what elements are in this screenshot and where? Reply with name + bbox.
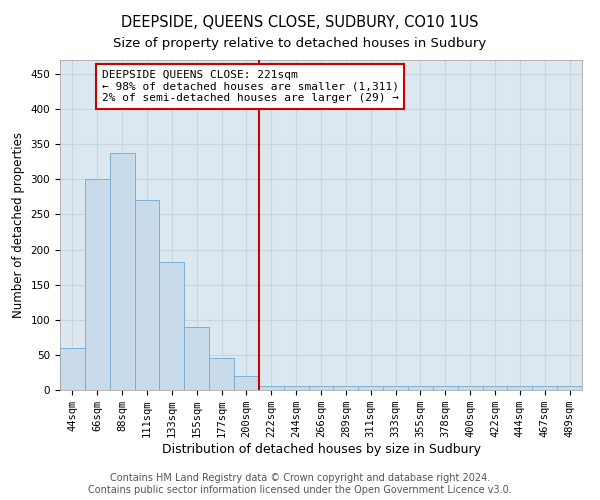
Text: DEEPSIDE, QUEENS CLOSE, SUDBURY, CO10 1US: DEEPSIDE, QUEENS CLOSE, SUDBURY, CO10 1U…	[121, 15, 479, 30]
Bar	[458, 386, 482, 390]
Bar	[234, 376, 259, 390]
Bar	[557, 386, 582, 390]
Bar	[284, 386, 308, 390]
Text: DEEPSIDE QUEENS CLOSE: 221sqm
← 98% of detached houses are smaller (1,311)
2% of: DEEPSIDE QUEENS CLOSE: 221sqm ← 98% of d…	[102, 70, 399, 103]
Bar	[209, 358, 234, 390]
Bar	[383, 386, 408, 390]
Bar	[184, 327, 209, 390]
Bar	[358, 386, 383, 390]
Bar	[259, 386, 284, 390]
Bar	[110, 152, 134, 390]
Bar	[433, 386, 458, 390]
Bar	[408, 386, 433, 390]
Bar	[508, 386, 532, 390]
Bar	[85, 180, 110, 390]
Bar	[134, 200, 160, 390]
Bar	[308, 386, 334, 390]
Bar	[334, 386, 358, 390]
Bar	[160, 262, 184, 390]
Text: Contains HM Land Registry data © Crown copyright and database right 2024.
Contai: Contains HM Land Registry data © Crown c…	[88, 474, 512, 495]
X-axis label: Distribution of detached houses by size in Sudbury: Distribution of detached houses by size …	[161, 443, 481, 456]
Bar	[482, 386, 508, 390]
Text: Size of property relative to detached houses in Sudbury: Size of property relative to detached ho…	[113, 38, 487, 51]
Bar	[60, 348, 85, 390]
Y-axis label: Number of detached properties: Number of detached properties	[12, 132, 25, 318]
Bar	[532, 386, 557, 390]
